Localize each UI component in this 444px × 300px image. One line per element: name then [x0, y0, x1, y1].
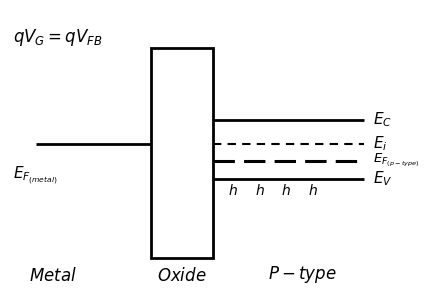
Text: $qV_G = qV_{FB}$: $qV_G = qV_{FB}$ — [13, 27, 103, 48]
Text: $E_{F_{(p-type)}}$: $E_{F_{(p-type)}}$ — [373, 152, 420, 169]
Text: $E_V$: $E_V$ — [373, 169, 392, 188]
Text: $\it{P-type}$: $\it{P-type}$ — [267, 264, 337, 285]
Text: $h$: $h$ — [308, 183, 318, 198]
Text: $\it{Metal}$: $\it{Metal}$ — [29, 267, 77, 285]
Text: $E_i$: $E_i$ — [373, 135, 388, 153]
Text: $h$: $h$ — [228, 183, 238, 198]
Text: $E_C$: $E_C$ — [373, 111, 392, 129]
Bar — [151, 48, 213, 258]
Text: $h$: $h$ — [255, 183, 265, 198]
Text: $h$: $h$ — [281, 183, 291, 198]
Text: $E_{F_{(metal)}}$: $E_{F_{(metal)}}$ — [13, 165, 58, 187]
Text: $\it{Oxide}$: $\it{Oxide}$ — [157, 267, 207, 285]
